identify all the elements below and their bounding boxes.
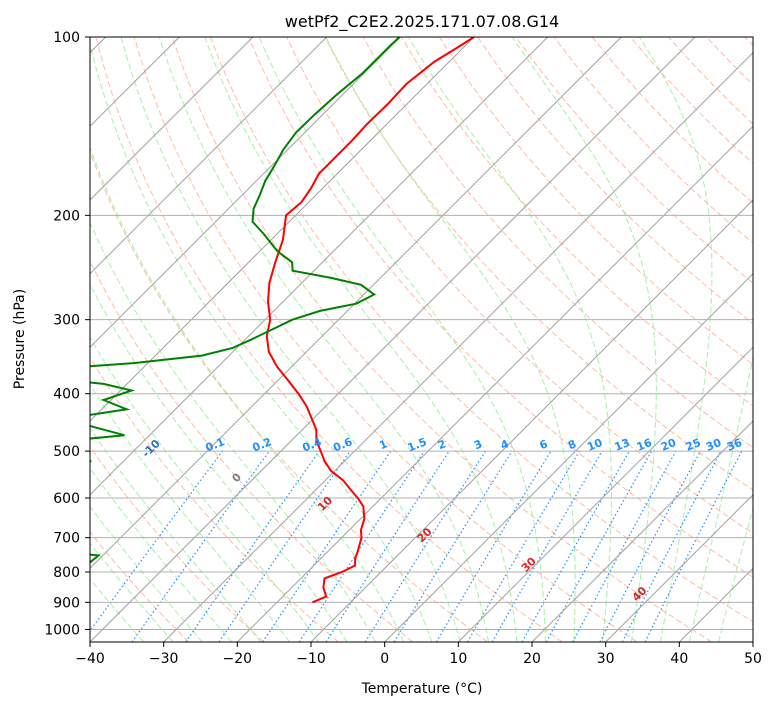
x-tick-label: 0: [380, 651, 389, 667]
chart-title: wetPf2_C2E2.2025.171.07.08.G14: [285, 12, 559, 32]
y-tick-label: 800: [53, 565, 80, 581]
y-axis-title: Pressure (hPa): [12, 289, 28, 389]
y-tick-label: 700: [53, 531, 80, 547]
x-tick-label: −20: [223, 651, 253, 667]
x-tick-label: −30: [149, 651, 179, 667]
x-tick-label: 40: [670, 651, 688, 667]
y-tick-label: 300: [53, 313, 80, 329]
y-tick-label: 1000: [44, 622, 80, 638]
y-tick-label: 200: [53, 208, 80, 224]
y-tick-label: 600: [53, 491, 80, 507]
x-tick-label: −40: [75, 651, 105, 667]
x-tick-label: −10: [296, 651, 326, 667]
y-tick-label: 400: [53, 387, 80, 403]
x-tick-label: 50: [744, 651, 762, 667]
x-tick-label: 20: [523, 651, 541, 667]
y-tick-label: 100: [53, 30, 80, 46]
x-axis-title: Temperature (°C): [361, 681, 483, 697]
x-tick-label: 10: [449, 651, 467, 667]
y-tick-label: 500: [53, 444, 80, 460]
x-tick-label: 30: [597, 651, 615, 667]
y-tick-label: 900: [53, 595, 80, 611]
